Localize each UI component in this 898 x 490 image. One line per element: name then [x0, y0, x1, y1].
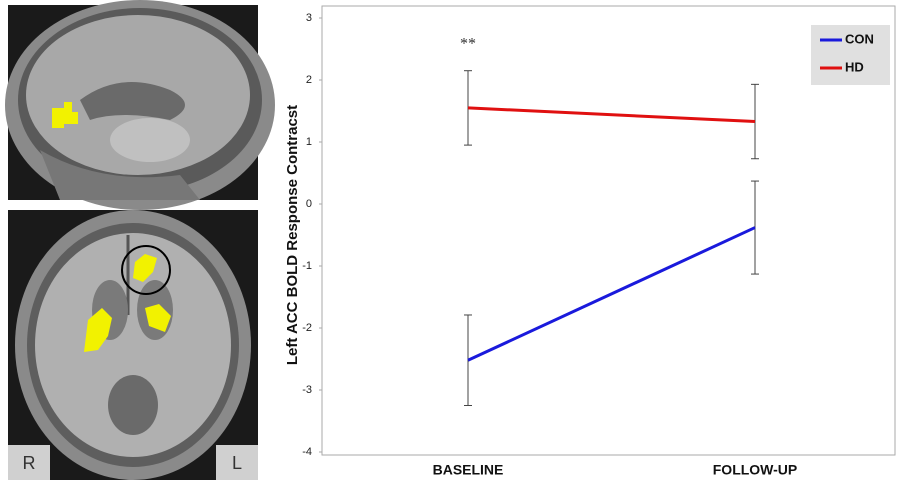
- y-tick-label: 1: [306, 136, 312, 148]
- orientation-label: R: [23, 453, 36, 473]
- y-tick-label: 2: [306, 74, 312, 86]
- orientation-label: L: [232, 453, 242, 473]
- y-tick-label: -1: [302, 260, 312, 272]
- series-line: [468, 228, 755, 361]
- plot-frame: [322, 6, 895, 455]
- y-tick-label: 3: [306, 12, 312, 24]
- y-tick-label: -4: [302, 446, 312, 458]
- x-tick-label: BASELINE: [433, 462, 504, 478]
- y-axis-label: Left ACC BOLD Response Contracst: [284, 105, 301, 365]
- x-tick-label: FOLLOW-UP: [713, 462, 797, 478]
- legend-label: HD: [845, 59, 864, 74]
- legend-label: CON: [845, 31, 874, 46]
- series-line: [468, 108, 755, 122]
- y-tick-label: -2: [302, 322, 312, 334]
- significance-annotation: **: [460, 36, 476, 53]
- axial-mri: R L: [8, 210, 258, 480]
- y-tick-label: 0: [306, 198, 312, 210]
- y-tick-label: -3: [302, 384, 312, 396]
- figure: R L Left ACC BOLD Response Contracst ** …: [0, 0, 898, 485]
- sagittal-mri: [5, 0, 275, 210]
